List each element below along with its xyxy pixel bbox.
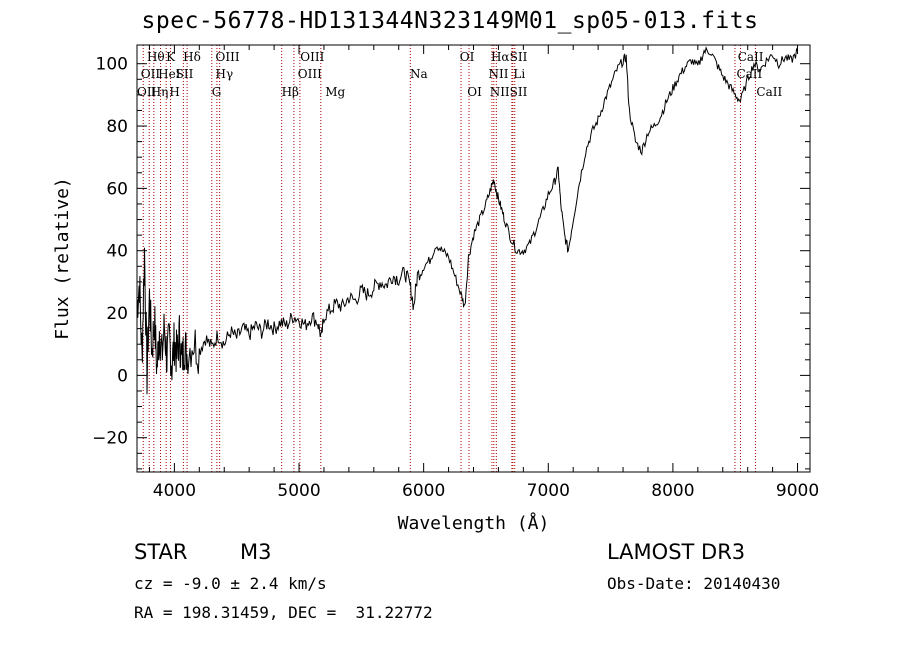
x-tick-label-7000: 7000 (527, 481, 570, 501)
line-label-sii: SII (176, 67, 194, 81)
line-label-oiii: OIII (298, 67, 322, 81)
plot-frame (136, 44, 811, 473)
x-tick-label-6000: 6000 (402, 481, 445, 501)
line-label-hei: HeI (158, 67, 181, 81)
x-tick-label-9000: 9000 (776, 481, 819, 501)
line-label-oi: OI (467, 85, 482, 99)
x-tick-label-8000: 8000 (651, 481, 694, 501)
y-axis-label: Flux (relative) (52, 177, 73, 340)
line-label-sii: SII (510, 50, 528, 64)
line-label-na: Na (410, 67, 428, 81)
spectrum-line-flux (136, 46, 798, 395)
x-tick-label-5000: 5000 (277, 481, 320, 501)
plot-axes: 4000 5000 6000 7000 8000 9000 −20 0 20 40 60 80 100 W… (52, 44, 819, 534)
line-label-caii: CaII (756, 85, 782, 99)
y-tick-label-60: 60 (106, 179, 128, 199)
x-axis-label: Wavelength (Å) (398, 512, 550, 534)
line-label-oii: OII (141, 67, 161, 81)
line-label-hδ: Hδ (183, 50, 201, 64)
y-tick-label-0: 0 (117, 366, 128, 386)
line-label-oiii: OIII (216, 50, 240, 64)
y-tick-label-20: 20 (106, 304, 128, 324)
line-label-oi: OI (460, 50, 475, 64)
observation-date: Obs-Date: 20140430 (607, 574, 781, 593)
x-tick-label-4000: 4000 (153, 481, 196, 501)
line-label-nii: NII (488, 67, 508, 81)
line-label-hγ: Hγ (216, 67, 234, 81)
y-tick-label--20: −20 (92, 429, 128, 449)
line-label-k: K (166, 50, 176, 64)
line-label-oii: OII (137, 85, 157, 99)
line-label-sii: SII (510, 85, 528, 99)
line-label-g: G (212, 85, 222, 99)
line-label-oiii: OIII (300, 50, 324, 64)
survey-name: LAMOST DR3 (607, 540, 746, 564)
y-tick-label-100: 100 (96, 55, 128, 75)
object-class: STAR (134, 540, 188, 564)
y-tick-label-80: 80 (106, 117, 128, 137)
coordinates: RA = 198.31459, DEC = 31.22772 (134, 603, 433, 622)
line-label-hβ: Hβ (282, 85, 299, 99)
line-label-caii: CaII (736, 67, 762, 81)
y-tick-label-40: 40 (106, 242, 128, 262)
line-label-hη: Hη (151, 85, 169, 99)
line-label-nii: NII (490, 85, 510, 99)
spectral-line-markers (142, 45, 756, 472)
line-label-h: H (169, 85, 179, 99)
line-label-li: Li (513, 67, 525, 81)
line-label-caii: CaII (738, 50, 764, 64)
line-label-hθ: Hθ (147, 50, 165, 64)
line-label-mg: Mg (325, 85, 345, 99)
object-subclass: M3 (240, 540, 272, 564)
chart-title: spec-56778-HD131344N323149M01_sp05-013.f… (141, 8, 759, 34)
spectrum-series (136, 46, 798, 395)
redshift-cz: cz = -9.0 ± 2.4 km/s (134, 574, 327, 593)
line-label-hα: Hα (491, 50, 510, 64)
